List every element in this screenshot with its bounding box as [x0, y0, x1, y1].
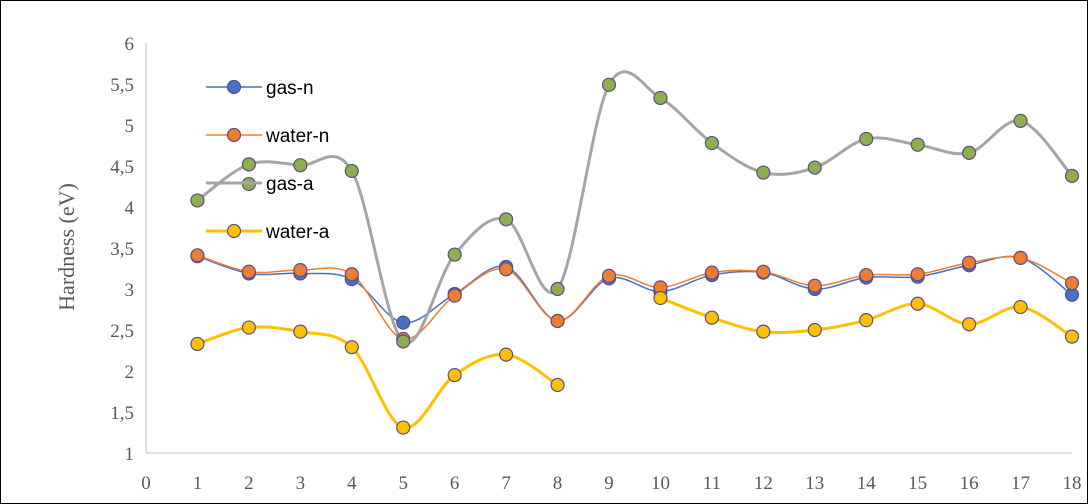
data-point-water-a [704, 310, 719, 325]
y-tick-label: 5 [125, 116, 135, 137]
data-point-water-a [962, 317, 977, 332]
x-tick-label: 0 [141, 473, 151, 494]
x-tick-label: 6 [450, 473, 460, 494]
series-line-water-n [197, 254, 1073, 340]
data-point-water-a [293, 324, 308, 339]
data-point-gas-a [499, 212, 514, 227]
data-point-water-n [910, 267, 925, 282]
data-point-gas-a [807, 160, 822, 175]
legend-marker [226, 127, 242, 143]
x-tick-label: 14 [857, 473, 877, 494]
y-tick-label: 3,5 [110, 239, 134, 260]
data-point-gas-a [653, 90, 668, 106]
legend-entry-gas-n: gas-n [206, 78, 314, 99]
data-point-gas-a [962, 145, 977, 160]
data-point-water-n [344, 267, 359, 282]
data-point-gas-a [859, 131, 874, 147]
x-tick-label: 4 [347, 473, 357, 494]
data-point-water-a [807, 322, 822, 338]
data-point-water-n [756, 264, 771, 279]
legend-marker [226, 79, 242, 95]
data-point-water-a [756, 324, 771, 339]
data-point-gas-n [396, 315, 411, 330]
x-tick-label: 17 [1011, 473, 1030, 494]
y-tick-label: 3 [125, 280, 135, 301]
y-tick-label: 4,5 [110, 157, 134, 178]
x-tick-label: 11 [703, 473, 721, 494]
data-point-gas-a [1013, 113, 1028, 129]
data-point-gas-a [344, 163, 359, 179]
y-tick-label: 1 [125, 444, 135, 465]
y-axis-title: Hardness (eV) [54, 183, 79, 311]
legend-label: gas-a [266, 174, 314, 195]
x-tick-label: 10 [651, 473, 670, 494]
x-tick-label: 3 [296, 473, 306, 494]
y-tick-label: 2,5 [110, 321, 134, 342]
data-point-water-a [499, 347, 514, 362]
data-point-gas-a [241, 157, 256, 172]
data-point-water-a [190, 336, 205, 352]
data-point-water-a [447, 368, 462, 383]
data-point-water-n [859, 267, 874, 283]
x-tick-label: 2 [244, 473, 254, 494]
y-tick-label: 6 [125, 34, 135, 55]
data-point-water-a [1013, 299, 1028, 315]
x-tick-label: 16 [960, 473, 979, 494]
x-tick-label: 1 [193, 473, 203, 494]
data-point-water-a [396, 420, 411, 435]
data-point-water-n [447, 288, 462, 303]
series-line-gas-a [196, 70, 1074, 345]
data-point-water-n [241, 264, 256, 279]
data-point-water-n [962, 255, 977, 270]
legend-label: water-n [265, 126, 329, 147]
data-point-gas-a [910, 137, 925, 152]
x-tick-label: 15 [908, 473, 927, 494]
data-point-water-n [1013, 250, 1028, 265]
data-point-water-a [550, 377, 565, 393]
data-point-gas-a [293, 158, 308, 173]
legend-entry-gas-a: gas-a [206, 174, 314, 195]
series-line-water-a [196, 325, 559, 430]
y-tick-label: 2 [125, 362, 135, 383]
data-point-water-n [807, 278, 822, 293]
data-point-gas-a [447, 247, 462, 262]
x-tick-label: 18 [1063, 473, 1082, 494]
data-point-gas-a [601, 77, 617, 92]
data-point-gas-a [396, 334, 411, 349]
data-point-gas-a [1064, 168, 1080, 183]
x-tick-label: 9 [604, 473, 614, 494]
y-tick-label: 1,5 [110, 403, 134, 424]
data-point-water-n [190, 248, 205, 263]
data-point-water-n [601, 268, 617, 283]
x-tick-label: 13 [805, 473, 824, 494]
x-tick-label: 5 [398, 473, 408, 494]
legend-marker [226, 223, 242, 239]
legend-entry-water-n: water-n [206, 126, 329, 147]
data-point-water-n [550, 313, 565, 329]
data-point-water-a [859, 313, 874, 328]
y-tick-label: 5,5 [110, 75, 134, 96]
data-point-gas-a [756, 165, 771, 180]
legend-entry-water-a: water-a [206, 222, 330, 243]
data-point-water-n [1064, 276, 1080, 291]
data-point-water-a [910, 296, 925, 311]
data-point-water-a [241, 320, 256, 335]
data-point-gas-a [704, 135, 719, 151]
data-point-water-n [499, 262, 514, 277]
data-point-gas-a [550, 281, 565, 297]
data-point-gas-a [190, 193, 205, 208]
x-tick-label: 7 [501, 473, 511, 494]
legend-label: gas-n [266, 78, 314, 99]
data-point-water-a [1064, 329, 1080, 344]
data-point-water-n [293, 263, 308, 278]
x-tick-label: 8 [553, 473, 563, 494]
y-tick-label: 4 [125, 198, 135, 219]
data-point-water-a [344, 340, 359, 355]
data-point-water-n [704, 265, 719, 280]
x-tick-label: 12 [754, 473, 773, 494]
data-point-water-a [653, 290, 668, 306]
legend-label: water-a [265, 222, 330, 243]
